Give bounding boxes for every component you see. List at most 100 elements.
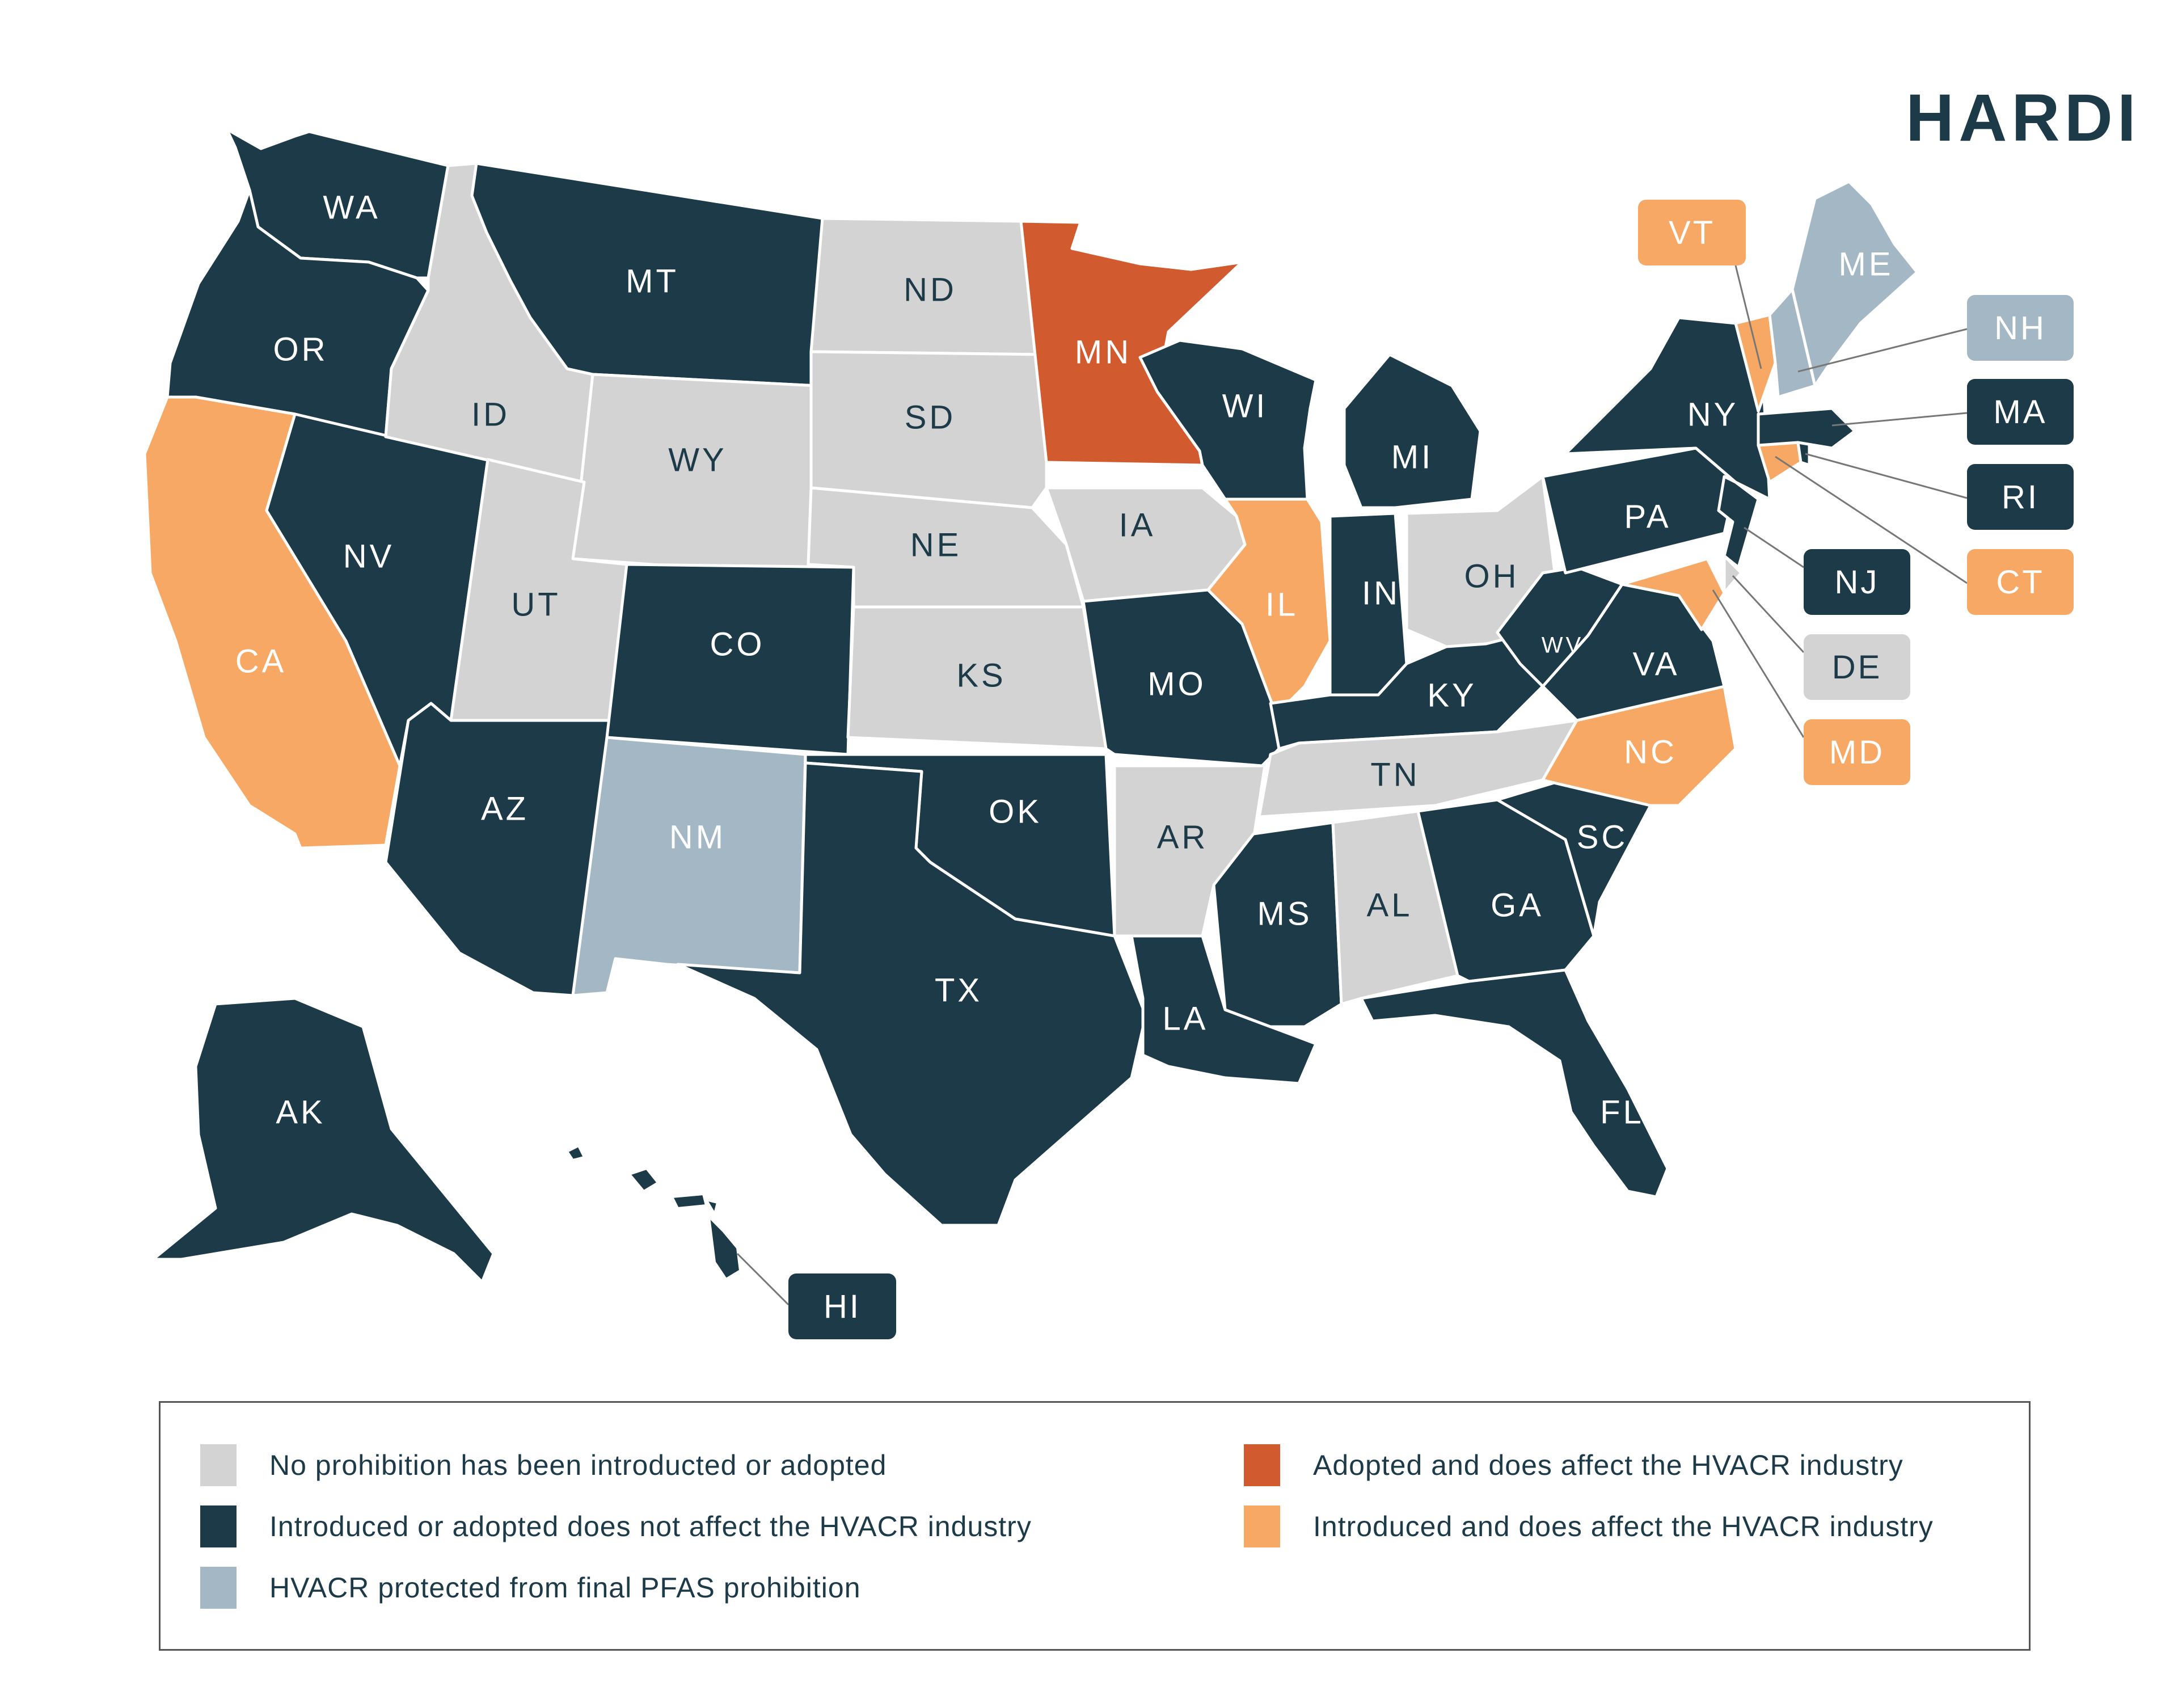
callout-leader-vt bbox=[1734, 265, 1762, 369]
state-shape-hi bbox=[565, 1144, 742, 1281]
legend-label: Introduced and does affect the HVACR ind… bbox=[1313, 1511, 1934, 1542]
legend-swatch-introduced-affect bbox=[1244, 1505, 1280, 1547]
state-shape-mn bbox=[1019, 220, 1244, 467]
state-label-wv: WV bbox=[1542, 633, 1584, 658]
callout-leader-de bbox=[1732, 575, 1805, 653]
state-shape-ak bbox=[151, 997, 495, 1284]
state-label-ma: MA bbox=[1994, 394, 2048, 431]
state-shape-al bbox=[1331, 809, 1459, 1006]
state-label-az: AZ bbox=[481, 790, 529, 827]
state-label-wa: WA bbox=[323, 189, 380, 226]
state-shape-fl bbox=[1360, 968, 1669, 1199]
state-label-or: OR bbox=[273, 331, 328, 368]
callout-leader-md bbox=[1712, 589, 1805, 738]
state-label-tx: TX bbox=[935, 972, 982, 1009]
legend-label: Introduced or adopted does not affect th… bbox=[269, 1511, 1032, 1542]
state-label-ny: NY bbox=[1687, 396, 1739, 433]
state-label-nc: NC bbox=[1624, 733, 1677, 770]
callout-leader-ri bbox=[1805, 453, 1968, 499]
state-label-co: CO bbox=[710, 626, 765, 663]
legend-label: HVACR protected from final PFAS prohibit… bbox=[269, 1572, 861, 1604]
state-label-pa: PA bbox=[1624, 498, 1671, 535]
state-label-mn: MN bbox=[1075, 334, 1132, 370]
state-label-ms: MS bbox=[1257, 895, 1312, 932]
state-shape-nm bbox=[571, 736, 807, 997]
callout-box-md bbox=[1804, 719, 1910, 785]
state-label-mi: MI bbox=[1391, 438, 1433, 475]
hi-island-shape bbox=[670, 1192, 708, 1210]
state-shape-az bbox=[384, 702, 611, 997]
state-label-ut: UT bbox=[511, 586, 560, 623]
callout-box-nj bbox=[1804, 549, 1910, 615]
state-label-ks: KS bbox=[956, 657, 1006, 694]
state-shape-wv bbox=[1496, 566, 1624, 688]
state-shape-me bbox=[1791, 180, 1919, 387]
legend: No prohibition has been introducted or a… bbox=[159, 1401, 2031, 1651]
state-shape-ma bbox=[1757, 407, 1856, 450]
hardi-logo: HARDI bbox=[1906, 81, 2141, 155]
callout-leader-nj bbox=[1744, 526, 1804, 568]
state-shape-tx bbox=[676, 761, 1147, 1227]
legend-item-not-affect: Introduced or adopted does not affect th… bbox=[200, 1504, 1032, 1549]
legend-label: No prohibition has been introducted or a… bbox=[269, 1449, 887, 1481]
state-shape-mi bbox=[1343, 353, 1482, 509]
state-label-ca: CA bbox=[235, 643, 287, 680]
callout-box-ct bbox=[1967, 549, 2074, 615]
state-label-nm: NM bbox=[669, 819, 726, 855]
state-label-ne: NE bbox=[910, 526, 962, 563]
callout-box-nh bbox=[1967, 295, 2074, 361]
legend-swatch-none bbox=[200, 1444, 237, 1486]
state-shape-md bbox=[1620, 557, 1726, 631]
state-label-ri: RI bbox=[2002, 479, 2039, 516]
state-label-al: AL bbox=[1367, 887, 1413, 923]
callout-leader-ct bbox=[1775, 456, 1968, 584]
state-label-sc: SC bbox=[1577, 819, 1628, 855]
state-label-ga: GA bbox=[1491, 887, 1544, 923]
legend-item-none: No prohibition has been introducted or a… bbox=[200, 1443, 887, 1488]
hi-island-shape bbox=[627, 1167, 660, 1193]
state-label-in: IN bbox=[1362, 575, 1400, 611]
callout-box-ma bbox=[1967, 379, 2074, 445]
callout-leader-hi bbox=[736, 1252, 790, 1306]
hi-island-shape bbox=[565, 1144, 586, 1162]
state-shape-sd bbox=[809, 350, 1048, 509]
state-shape-wi bbox=[1138, 339, 1318, 501]
state-label-wi: WI bbox=[1222, 387, 1268, 424]
state-label-va: VA bbox=[1632, 646, 1679, 682]
legend-item-adopted-affect: Adopted and does affect the HVACR indust… bbox=[1244, 1443, 1903, 1488]
state-label-ak: AK bbox=[276, 1094, 325, 1131]
state-label-ky: KY bbox=[1427, 677, 1476, 714]
legend-swatch-adopted-affect bbox=[1244, 1444, 1280, 1486]
callout-box-hi bbox=[788, 1273, 896, 1339]
state-label-md: MD bbox=[1829, 734, 1885, 771]
state-label-oh: OH bbox=[1464, 558, 1519, 594]
us-map: WA OR CA NV ID MT WY UT AZ CO NM ND SD NE KS OK TX MN IA MO… bbox=[145, 129, 2074, 1339]
legend-item-introduced-affect: Introduced and does affect the HVACR ind… bbox=[1244, 1504, 1934, 1549]
callout-leader-nh bbox=[1797, 328, 1968, 373]
callout-box-de bbox=[1804, 634, 1910, 700]
state-label-nh: NH bbox=[1994, 310, 2046, 347]
state-label-nv: NV bbox=[343, 538, 395, 575]
state-label-la: LA bbox=[1163, 1000, 1209, 1037]
state-label-mo: MO bbox=[1147, 665, 1206, 702]
hi-island-shape bbox=[703, 1197, 719, 1217]
state-label-hi: HI bbox=[824, 1288, 861, 1325]
state-label-nd: ND bbox=[904, 271, 957, 308]
state-label-vt: VT bbox=[1669, 214, 1715, 251]
state-label-id: ID bbox=[471, 396, 510, 433]
state-label-ct: CT bbox=[1996, 564, 2044, 601]
state-label-ia: IA bbox=[1119, 507, 1156, 543]
callout-box-vt bbox=[1638, 200, 1746, 265]
state-label-me: ME bbox=[1839, 246, 1894, 282]
state-label-il: IL bbox=[1265, 586, 1298, 623]
state-label-fl: FL bbox=[1600, 1094, 1644, 1131]
state-label-nj: NJ bbox=[1835, 564, 1880, 601]
state-shape-de bbox=[1723, 554, 1743, 594]
state-label-tn: TN bbox=[1370, 756, 1420, 793]
state-label-sd: SD bbox=[905, 399, 956, 436]
state-label-ok: OK bbox=[989, 793, 1042, 830]
callout-box-ri bbox=[1967, 464, 2074, 530]
legend-swatch-protected bbox=[200, 1567, 237, 1609]
state-label-de: DE bbox=[1832, 649, 1882, 686]
